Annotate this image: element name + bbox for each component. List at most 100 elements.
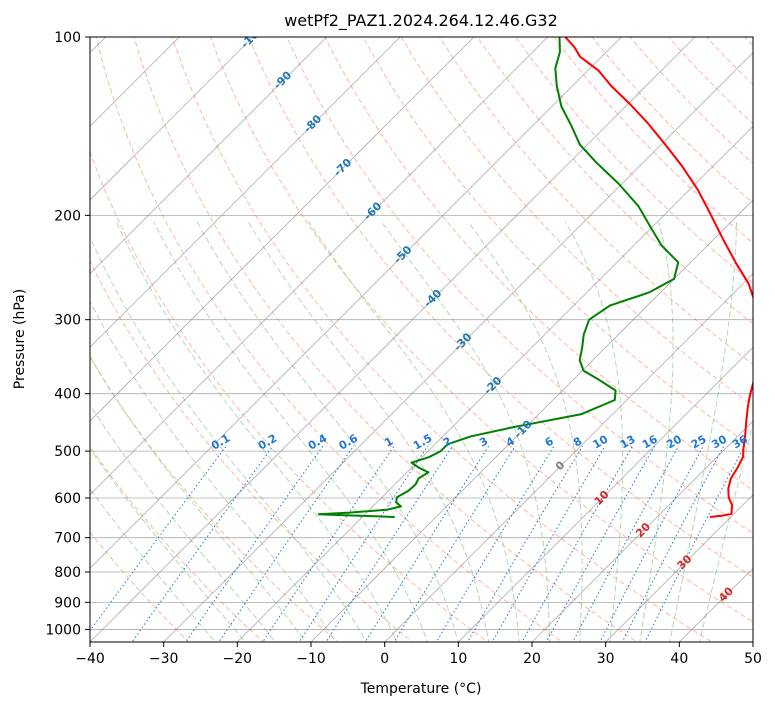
x-tick-label: −30 [149, 651, 179, 667]
isotherm-line [310, 199, 753, 642]
isotherm-line [90, 37, 180, 127]
dry-adiabat [705, 37, 753, 86]
isotherm-line [90, 37, 622, 569]
y-tick-label: 900 [54, 595, 81, 611]
isotherm-line [90, 37, 475, 422]
y-axis-title: Pressure (hPa) [12, 289, 28, 389]
x-tick-label: −40 [75, 651, 105, 667]
dry-adiabat [209, 37, 753, 623]
x-tick-label: 10 [449, 651, 467, 667]
mixing-ratio-line [90, 445, 227, 632]
moist-adiabat [90, 355, 307, 642]
moist-adiabat [90, 403, 276, 642]
isotherm-label: 30 [675, 552, 695, 572]
sounding-series [317, 37, 753, 518]
dry-adiabat [90, 150, 489, 642]
dry-adiabat [324, 37, 753, 491]
y-tick-label: 200 [54, 208, 81, 224]
dry-adiabat [515, 37, 753, 284]
mixing-ratio-line [131, 445, 274, 642]
dry-adiabat [553, 37, 753, 244]
moist-adiabat [308, 221, 520, 642]
mixing-ratio-label: 1.5 [411, 432, 434, 453]
moist-adiabat [564, 221, 624, 642]
isotherm-label: -30 [451, 330, 474, 353]
isotherm-line [90, 37, 401, 348]
y-tick-label: 400 [54, 387, 81, 403]
x-tick-label: −20 [223, 651, 253, 667]
x-tick-label: 30 [597, 651, 615, 667]
isotherm-line [90, 37, 549, 496]
mixing-ratio-line [393, 445, 516, 642]
y-axis-ticks: 1000 900 800 700 600 500 400 300 200 100 [45, 30, 90, 638]
mixing-ratio-label: 8 [571, 435, 584, 450]
y-tick-label: 600 [54, 491, 81, 507]
moist-adiabat [467, 221, 583, 642]
isotherm-label: -60 [361, 199, 384, 222]
dry-adiabat [95, 37, 564, 642]
dry-adiabat [286, 37, 753, 534]
dry-adiabat [744, 37, 753, 47]
moist-adiabat [247, 221, 490, 642]
mixing-ratio-line [435, 445, 555, 642]
dry-adiabat [400, 37, 753, 407]
moist-adiabat [669, 221, 737, 642]
isotherm-line [384, 273, 753, 642]
plot-area: -100-90-80-70-60-50-40-30-20-10010203040… [90, 24, 775, 654]
mixing-ratio-line [466, 445, 584, 642]
mixing-ratio-line [218, 445, 355, 642]
skewed-isotherms [90, 37, 753, 642]
mixing-ratio-label: 13 [618, 433, 638, 452]
mixing-ratio-label: 0.2 [256, 432, 279, 453]
chart-title: wetPf2_PAZ1.2024.264.12.46.G32 [284, 11, 558, 31]
moist-adiabat [90, 447, 246, 642]
dry-adiabat [248, 37, 753, 578]
mixing-ratio-line [599, 445, 704, 642]
mixing-ratio-label: 16 [640, 432, 660, 451]
mixing-ratio-label: 30 [709, 432, 729, 451]
dry-adiabat [90, 259, 414, 642]
dry-adiabat [667, 37, 753, 125]
dry-adiabat [770, 24, 775, 654]
isotherm-label: -40 [421, 287, 444, 310]
isotherm-line [752, 641, 753, 642]
isotherm-line [457, 346, 753, 642]
mixing-ratio-label: 25 [689, 433, 709, 452]
y-tick-label: 1000 [45, 622, 81, 638]
moist-adiabat [153, 221, 429, 642]
dry-adiabat [476, 37, 753, 325]
moist-adiabat [90, 300, 337, 642]
pressure-gridlines [90, 37, 753, 630]
isotherm-line [605, 494, 753, 642]
x-tick-label: 50 [744, 651, 762, 667]
moist-adiabat [115, 221, 398, 642]
dry-adiabat [362, 37, 753, 449]
moist-adiabat [381, 221, 550, 642]
moist-adiabat [90, 488, 216, 642]
dry-adiabat [171, 37, 713, 642]
isotherm-line [90, 37, 696, 642]
mixing-ratio-lines [90, 445, 746, 642]
isotherm-label: -70 [331, 156, 354, 179]
moist-adiabat [90, 235, 367, 642]
temperature-profile-line [564, 37, 753, 518]
mixing-ratio-label: 0.4 [306, 431, 330, 452]
moist-adiabat [196, 221, 459, 642]
mixing-ratio-line [364, 445, 490, 642]
dewpoint-profile-line [317, 37, 680, 518]
isotherm-label: -10 [511, 417, 534, 440]
moist-adiabats [90, 221, 753, 642]
isotherm-label: 10 [592, 488, 612, 508]
isotherm-label: -90 [271, 68, 294, 91]
x-tick-label: −10 [296, 651, 326, 667]
mixing-ratio-line [325, 445, 454, 642]
mixing-ratio-line [545, 445, 656, 642]
plot-frame [89, 36, 754, 643]
dry-adiabat [133, 37, 638, 642]
x-axis-ticks: −40 −30 −20 −10 0 10 20 30 40 50 [75, 642, 762, 667]
mixing-ratio-line [298, 445, 429, 642]
mixing-ratio-line [572, 445, 680, 642]
dry-adiabat [90, 356, 339, 642]
